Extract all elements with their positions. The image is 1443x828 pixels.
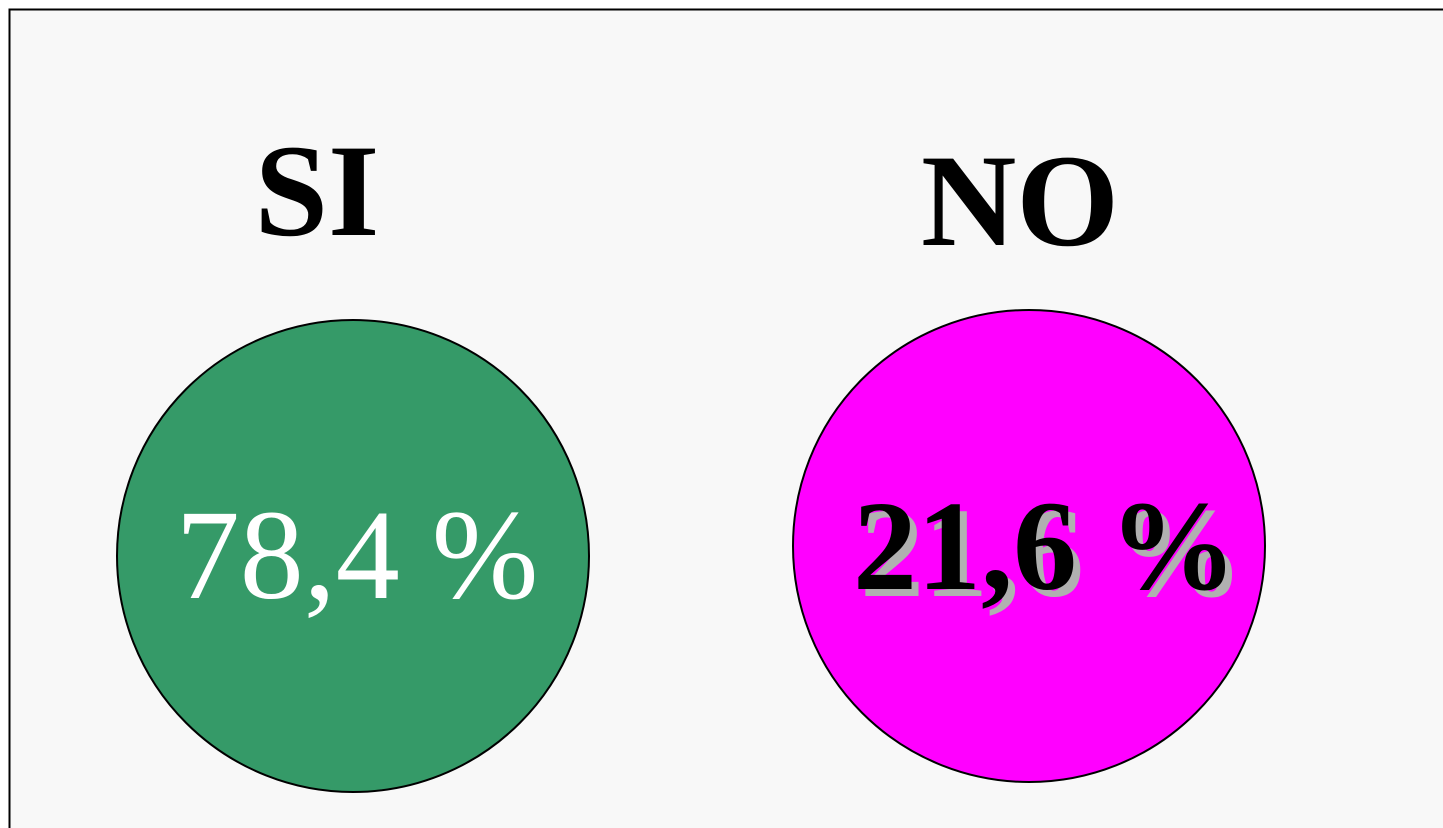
no-circle	[792, 309, 1266, 783]
no-value: 21,6 %	[853, 475, 1237, 617]
si-value: 78,4 %	[176, 484, 539, 626]
no-label: NO	[921, 127, 1119, 274]
no-value-shadow: 21,6 %	[860, 482, 1244, 624]
si-circle	[116, 319, 590, 793]
si-label: SI	[255, 117, 380, 264]
